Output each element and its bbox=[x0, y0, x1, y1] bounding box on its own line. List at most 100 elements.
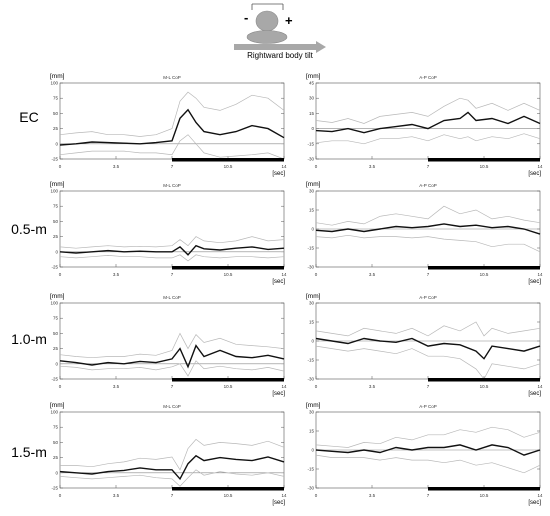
stimulus-bar bbox=[428, 378, 540, 382]
y-unit-label: [mm] bbox=[50, 402, 65, 409]
x-tick-label: 14 bbox=[537, 272, 543, 277]
upper-sd-line bbox=[60, 438, 285, 471]
y-tick-label: 0 bbox=[55, 249, 58, 254]
mean-line bbox=[315, 111, 541, 134]
lower-sd-line bbox=[315, 133, 541, 145]
stimulus-bar bbox=[172, 487, 284, 491]
y-tick-label: -25 bbox=[51, 377, 58, 382]
y-unit-label: [mm] bbox=[50, 293, 65, 300]
x-tick-label: 10.5 bbox=[480, 493, 489, 498]
x-tick-label: 0 bbox=[315, 384, 318, 389]
y-tick-label: 100 bbox=[50, 189, 58, 194]
panel-title: A-P CoP bbox=[419, 404, 436, 409]
plus-symbol: + bbox=[285, 13, 293, 28]
panel-title: A-P CoP bbox=[419, 75, 436, 80]
y-tick-label: 30 bbox=[309, 96, 315, 101]
panel-title: M-L CoP bbox=[163, 404, 181, 409]
y-unit-label: [mm] bbox=[306, 402, 321, 409]
mean-line bbox=[59, 244, 285, 256]
x-tick-label: 7 bbox=[171, 272, 174, 277]
lower-sd-line bbox=[315, 454, 541, 474]
y-tick-label: 100 bbox=[50, 410, 58, 415]
x-tick-label: 14 bbox=[537, 493, 543, 498]
y-tick-label: 0 bbox=[311, 339, 314, 344]
y-tick-label: 25 bbox=[53, 346, 59, 351]
plot-frame bbox=[59, 190, 285, 268]
y-tick-label: 50 bbox=[53, 219, 59, 224]
y-tick-label: 25 bbox=[53, 234, 59, 239]
y-unit-label: [mm] bbox=[50, 181, 65, 188]
x-tick-label: 10.5 bbox=[224, 272, 233, 277]
x-tick-label: 10.5 bbox=[224, 493, 233, 498]
head-top-view-icon bbox=[246, 3, 288, 44]
y-tick-label: 0 bbox=[311, 126, 314, 131]
x-tick-label: 14 bbox=[281, 272, 287, 277]
mean-line bbox=[59, 454, 285, 481]
upper-sd-line bbox=[59, 332, 285, 359]
y-tick-label: 45 bbox=[309, 81, 315, 86]
plot-frame bbox=[59, 302, 285, 380]
x-tick-label: 7 bbox=[171, 493, 174, 498]
x-tick-label: 7 bbox=[171, 384, 174, 389]
x-tick-label: 7 bbox=[427, 384, 430, 389]
panel-title: M-L CoP bbox=[163, 295, 181, 300]
y-tick-label: 75 bbox=[53, 316, 59, 321]
x-tick-label: 0 bbox=[315, 164, 318, 169]
x-unit-label: [sec] bbox=[272, 279, 285, 285]
arrow-caption: Rightward body tilt bbox=[247, 51, 314, 60]
upper-sd-line bbox=[315, 321, 541, 337]
x-tick-label: 10.5 bbox=[224, 384, 233, 389]
lower-sd-line bbox=[315, 234, 541, 253]
y-tick-label: -30 bbox=[307, 486, 314, 491]
y-tick-label: 50 bbox=[53, 440, 59, 445]
x-tick-label: 0 bbox=[59, 272, 62, 277]
upper-sd-line bbox=[59, 236, 285, 249]
mean-line bbox=[315, 223, 541, 235]
y-tick-label: 0 bbox=[311, 227, 314, 232]
y-tick-label: 30 bbox=[309, 410, 315, 415]
stimulus-bar bbox=[172, 158, 284, 162]
y-tick-label: 25 bbox=[53, 126, 59, 131]
x-tick-label: 0 bbox=[315, 272, 318, 277]
x-tick-label: 14 bbox=[537, 384, 543, 389]
x-tick-label: 3.5 bbox=[369, 272, 376, 277]
y-tick-label: 100 bbox=[50, 81, 58, 86]
upper-sd-line bbox=[315, 97, 541, 124]
lower-sd-line bbox=[59, 254, 285, 262]
y-tick-label: 15 bbox=[309, 320, 315, 325]
y-tick-label: -25 bbox=[51, 157, 58, 162]
mean-line bbox=[315, 444, 541, 456]
stimulus-bar bbox=[172, 378, 284, 382]
mean-line bbox=[315, 337, 541, 360]
y-tick-label: 15 bbox=[309, 111, 315, 116]
x-tick-label: 0 bbox=[59, 384, 62, 389]
y-tick-label: -15 bbox=[307, 246, 314, 251]
x-unit-label: [sec] bbox=[528, 279, 541, 285]
row-label: 1.5-m bbox=[11, 444, 47, 460]
y-tick-label: -30 bbox=[307, 377, 314, 382]
y-tick-label: -15 bbox=[307, 467, 314, 472]
right-arrow-icon bbox=[234, 41, 326, 53]
x-tick-label: 10.5 bbox=[224, 164, 233, 169]
x-tick-label: 14 bbox=[281, 164, 287, 169]
x-unit-label: [sec] bbox=[528, 171, 541, 177]
lower-sd-line bbox=[59, 134, 285, 160]
lower-sd-line bbox=[59, 360, 285, 377]
x-tick-label: 7 bbox=[427, 164, 430, 169]
stimulus-bar bbox=[428, 158, 540, 162]
x-tick-label: 10.5 bbox=[480, 384, 489, 389]
minus-symbol: - bbox=[244, 10, 248, 25]
x-tick-label: 3.5 bbox=[113, 493, 120, 498]
stimulus-bar bbox=[428, 487, 540, 491]
y-tick-label: 75 bbox=[53, 96, 59, 101]
y-tick-label: -15 bbox=[307, 141, 314, 146]
stimulus-bar bbox=[428, 266, 540, 270]
x-unit-label: [sec] bbox=[272, 171, 285, 177]
x-tick-label: 3.5 bbox=[113, 384, 120, 389]
